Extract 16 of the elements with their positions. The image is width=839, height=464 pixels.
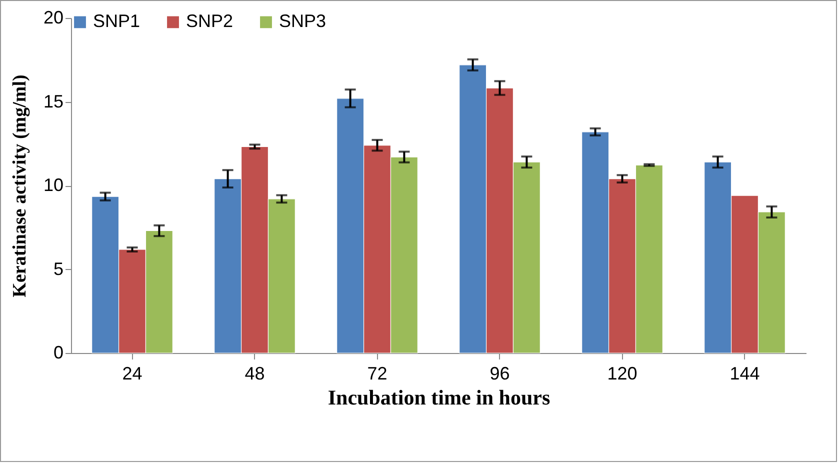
y-tick-label: 5	[53, 258, 64, 279]
y-tick-label: 10	[43, 175, 64, 195]
legend-label: SNP1	[93, 11, 140, 32]
y-axis-title: Keratinase activity (mg/ml)	[9, 74, 30, 298]
x-tick-label: 24	[122, 364, 142, 384]
y-tick-label: 20	[43, 8, 64, 28]
x-axis-title: Incubation time in hours	[328, 386, 550, 410]
y-tick-label: 15	[43, 91, 64, 112]
x-tick-label: 48	[244, 364, 265, 384]
legend-label: SNP3	[279, 11, 326, 32]
legend-label: SNP2	[186, 11, 234, 32]
x-tick-label: 72	[367, 364, 388, 384]
x-tick-label: 144	[730, 364, 760, 384]
x-tick-label: 120	[607, 364, 638, 384]
x-tick-label: 96	[490, 364, 510, 384]
y-tick-label: 0	[53, 342, 64, 362]
